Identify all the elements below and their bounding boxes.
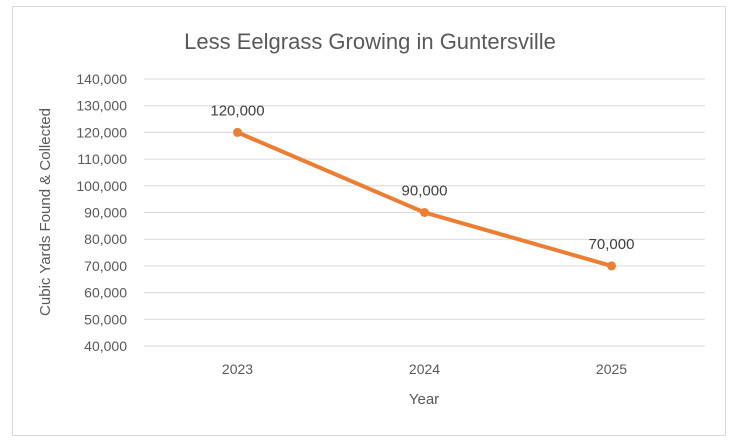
gridlines [144, 78, 705, 347]
y-tick-label: 80,000 [84, 231, 127, 247]
data-label: 120,000 [210, 102, 264, 119]
x-tick-label: 2025 [596, 361, 627, 377]
y-tick-label: 40,000 [84, 338, 127, 354]
chart-title: Less Eelgrass Growing in Guntersville [184, 29, 556, 54]
y-tick-label: 110,000 [77, 151, 127, 167]
series-line-group [233, 127, 616, 271]
y-tick-label: 60,000 [84, 285, 127, 301]
data-label: 70,000 [589, 236, 635, 253]
y-tick-labels: 140,000 130,000 120,000 110,000 100,000 90,00… [76, 71, 127, 354]
y-tick-label: 120,000 [76, 124, 127, 140]
y-tick-label: 130,000 [76, 98, 127, 114]
data-point [420, 208, 429, 217]
data-point [233, 127, 242, 137]
data-point [607, 261, 616, 271]
y-axis-label: Cubic Yards Found & Collected [37, 108, 54, 316]
data-labels: 120,000 90,000 70,000 [210, 102, 635, 253]
data-label: 90,000 [402, 183, 448, 200]
x-axis-label: Year [409, 391, 439, 408]
x-tick-label: 2023 [222, 361, 253, 377]
chart-frame [12, 6, 726, 436]
y-tick-label: 50,000 [84, 311, 127, 327]
y-tick-label: 90,000 [84, 205, 127, 221]
y-tick-label: 70,000 [84, 258, 127, 274]
x-tick-label: 2024 [409, 361, 440, 377]
y-tick-label: 140,000 [76, 71, 127, 87]
x-tick-labels: 2023 2024 2025 [222, 361, 627, 377]
y-tick-label: 100,000 [76, 178, 127, 194]
